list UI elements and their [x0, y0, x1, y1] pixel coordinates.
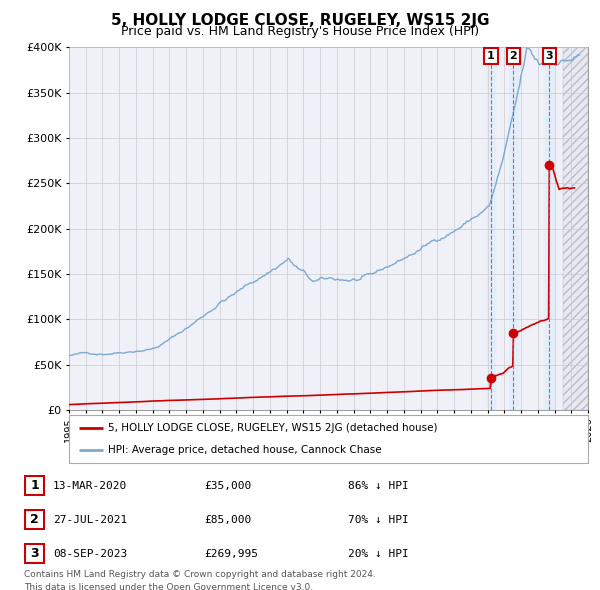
Text: HPI: Average price, detached house, Cannock Chase: HPI: Average price, detached house, Cann… — [108, 445, 382, 455]
Text: 86% ↓ HPI: 86% ↓ HPI — [348, 481, 409, 491]
Text: 1: 1 — [30, 478, 39, 491]
Text: 08-SEP-2023: 08-SEP-2023 — [53, 549, 127, 559]
Bar — [563, 47, 588, 410]
Text: 5, HOLLY LODGE CLOSE, RUGELEY, WS15 2JG (detached house): 5, HOLLY LODGE CLOSE, RUGELEY, WS15 2JG … — [108, 423, 437, 433]
Text: £35,000: £35,000 — [204, 481, 251, 491]
Text: 70% ↓ HPI: 70% ↓ HPI — [348, 515, 409, 525]
Text: 2: 2 — [509, 51, 517, 61]
Text: 20% ↓ HPI: 20% ↓ HPI — [348, 549, 409, 559]
Text: Price paid vs. HM Land Registry's House Price Index (HPI): Price paid vs. HM Land Registry's House … — [121, 25, 479, 38]
Text: 27-JUL-2021: 27-JUL-2021 — [53, 515, 127, 525]
Text: 13-MAR-2020: 13-MAR-2020 — [53, 481, 127, 491]
Text: 1: 1 — [487, 51, 495, 61]
Text: 3: 3 — [545, 51, 553, 61]
Text: Contains HM Land Registry data © Crown copyright and database right 2024.: Contains HM Land Registry data © Crown c… — [24, 571, 376, 579]
Text: 3: 3 — [30, 547, 39, 560]
Text: 2: 2 — [30, 513, 39, 526]
Text: £269,995: £269,995 — [204, 549, 258, 559]
Bar — [487, 47, 495, 410]
Text: 5, HOLLY LODGE CLOSE, RUGELEY, WS15 2JG: 5, HOLLY LODGE CLOSE, RUGELEY, WS15 2JG — [111, 13, 489, 28]
Bar — [545, 47, 554, 410]
Text: £85,000: £85,000 — [204, 515, 251, 525]
Bar — [563, 47, 588, 410]
Bar — [509, 47, 518, 410]
Text: This data is licensed under the Open Government Licence v3.0.: This data is licensed under the Open Gov… — [24, 584, 313, 590]
